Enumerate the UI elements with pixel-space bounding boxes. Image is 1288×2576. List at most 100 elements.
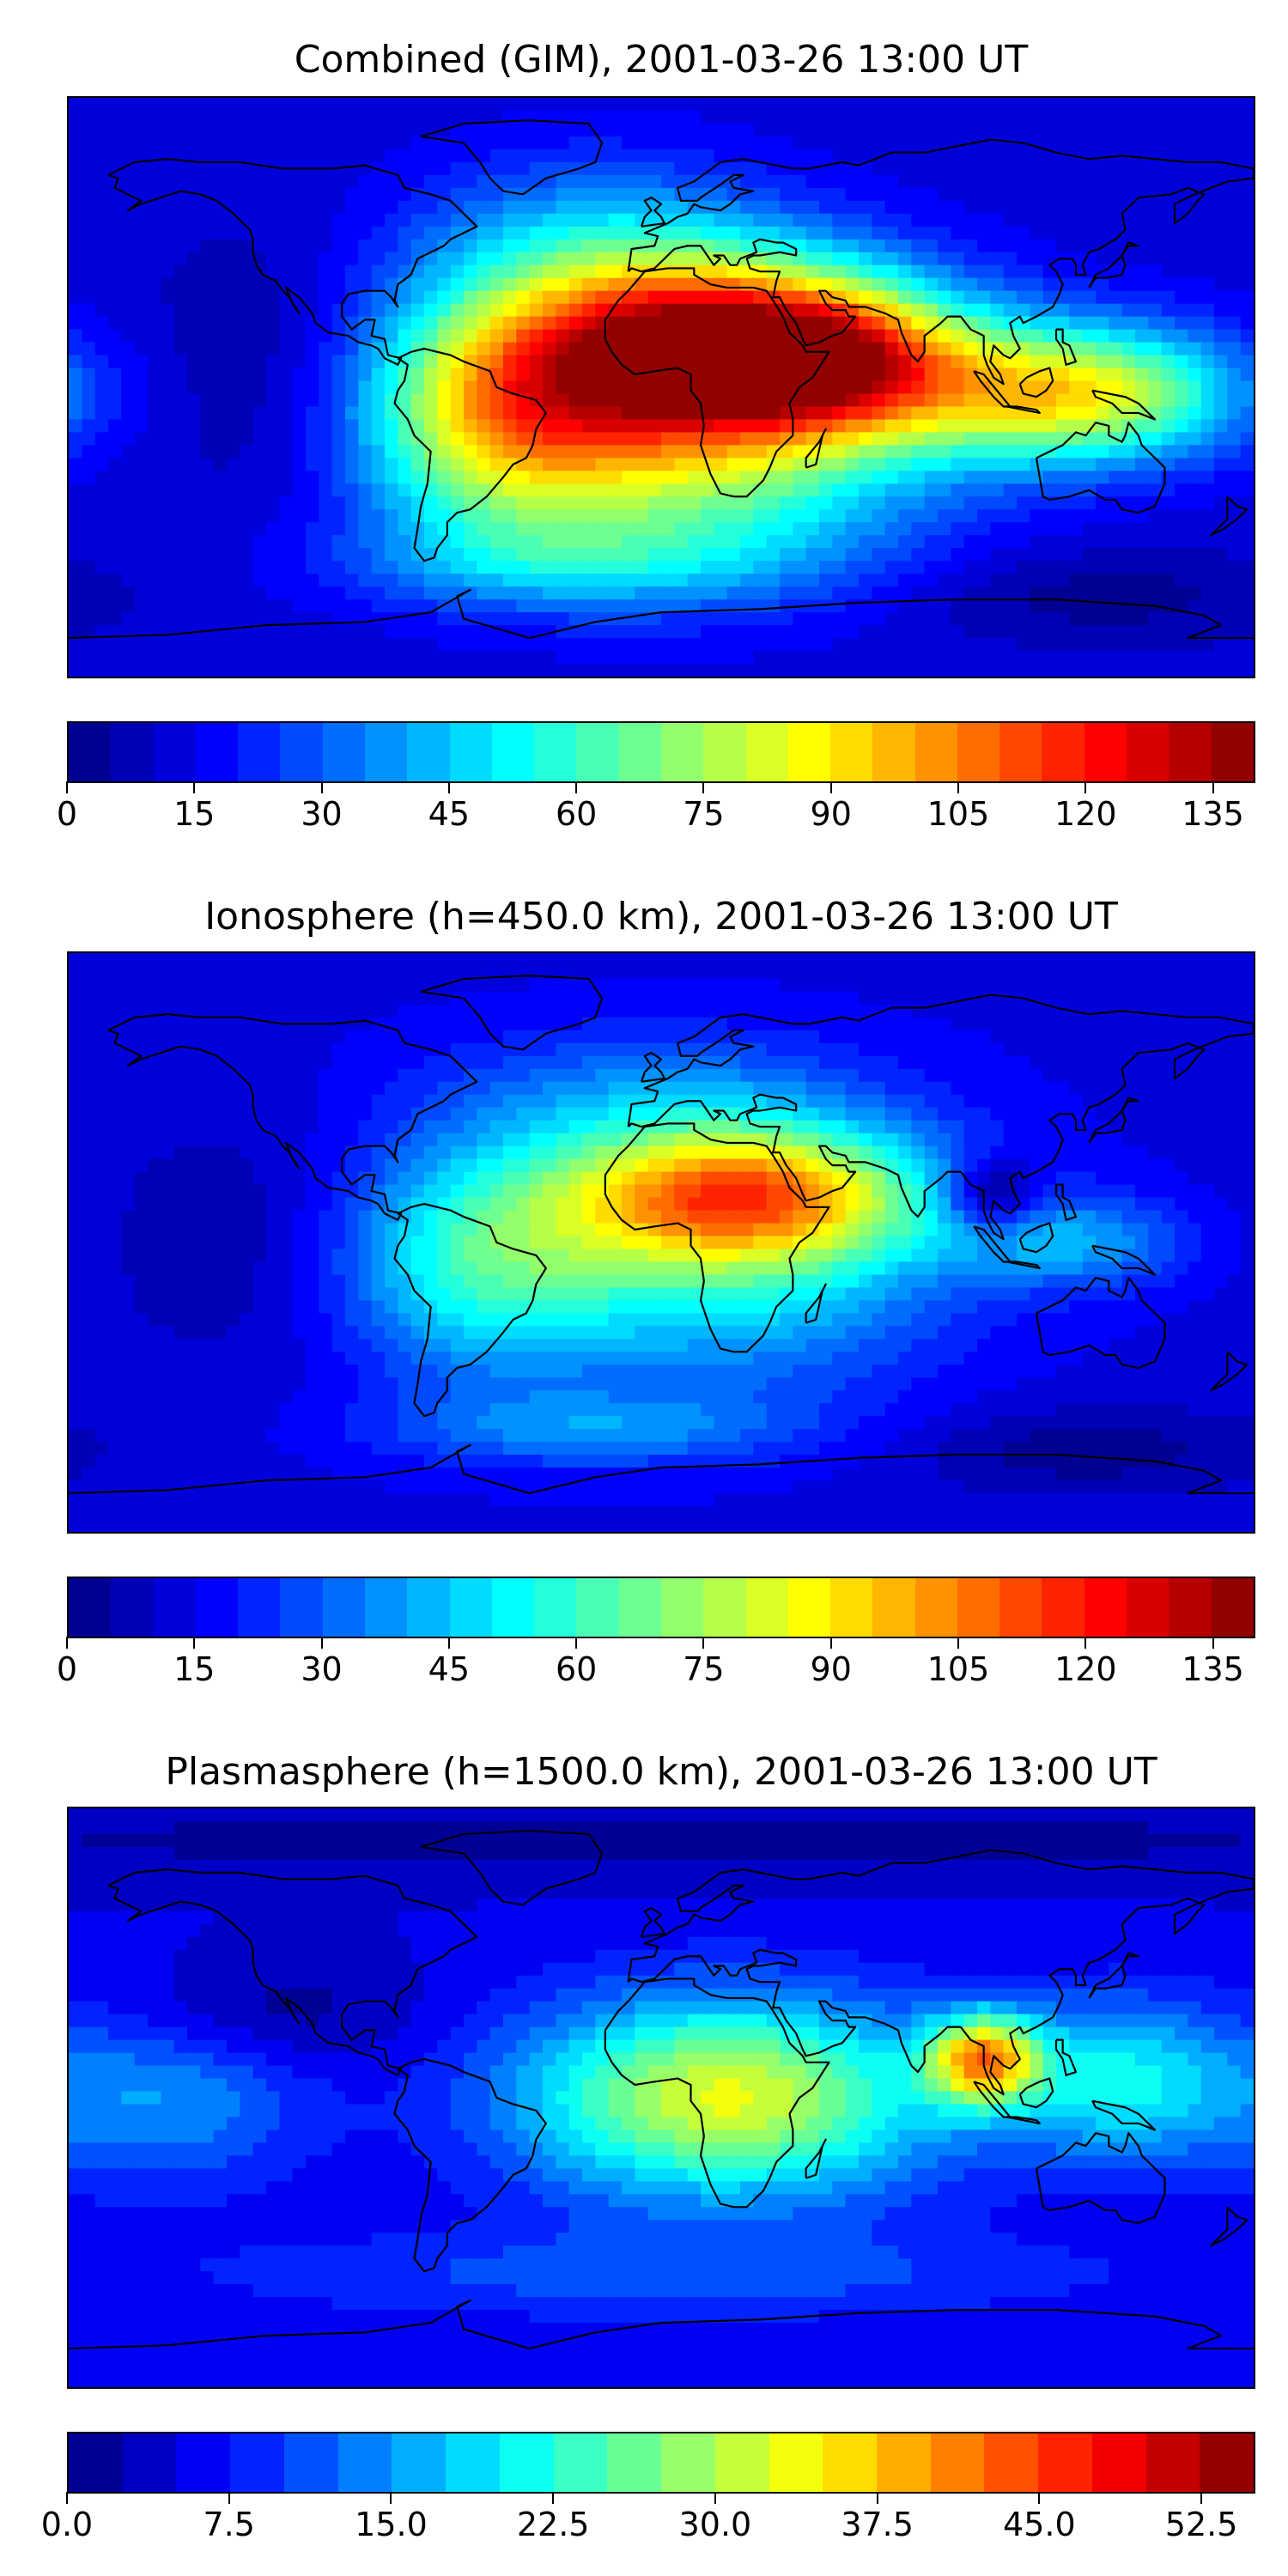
heatmap-cell xyxy=(726,483,742,498)
heatmap-cell xyxy=(306,149,320,164)
heatmap-cell xyxy=(1240,368,1254,382)
heatmap-cell xyxy=(859,123,873,138)
heatmap-cell xyxy=(647,303,663,318)
heatmap-cell xyxy=(1188,535,1202,550)
heatmap-cell xyxy=(661,1017,676,1031)
heatmap-cell xyxy=(331,226,347,240)
heatmap-cell xyxy=(595,953,610,968)
heatmap-cell xyxy=(134,187,149,202)
heatmap-cell xyxy=(292,535,307,550)
heatmap-cell xyxy=(687,548,702,562)
heatmap-cell xyxy=(753,136,768,151)
heatmap-cell xyxy=(292,586,307,601)
heatmap-cell xyxy=(489,226,505,240)
heatmap-cell xyxy=(924,664,939,677)
heatmap-cell xyxy=(358,1042,373,1057)
heatmap-cell xyxy=(582,432,597,447)
heatmap-cell xyxy=(529,342,544,356)
heatmap-cell xyxy=(582,136,597,151)
heatmap-cell xyxy=(726,200,742,215)
heatmap-cell xyxy=(410,277,426,292)
heatmap-cell xyxy=(173,458,189,472)
heatmap-cell xyxy=(187,406,202,421)
heatmap-cell xyxy=(345,1004,360,1019)
heatmap-cell xyxy=(240,612,254,627)
heatmap-cell xyxy=(306,329,320,343)
heatmap-cell xyxy=(424,509,439,524)
heatmap-cell xyxy=(977,213,992,228)
heatmap-cell xyxy=(227,599,241,614)
heatmap-cell xyxy=(938,406,952,421)
heatmap-cell xyxy=(345,965,360,981)
heatmap-cell xyxy=(740,638,755,653)
heatmap-cell xyxy=(740,561,755,575)
heatmap-cell xyxy=(635,625,649,640)
heatmap-cell xyxy=(622,445,636,459)
heatmap-cell xyxy=(924,303,939,318)
heatmap-cell xyxy=(516,599,531,614)
heatmap-cell xyxy=(437,393,452,408)
heatmap-cell xyxy=(1069,406,1084,421)
heatmap-cell xyxy=(924,965,939,981)
heatmap-cell xyxy=(94,368,110,382)
heatmap-cell xyxy=(595,1030,610,1044)
heatmap-cell xyxy=(306,664,320,677)
heatmap-cell xyxy=(1096,1017,1110,1031)
heatmap-cell xyxy=(108,509,123,524)
heatmap-cell xyxy=(1175,471,1189,485)
heatmap-cell xyxy=(240,625,254,640)
heatmap-cell xyxy=(924,316,939,331)
heatmap-cell xyxy=(701,574,715,588)
heatmap-cell xyxy=(1109,561,1123,575)
heatmap-cell xyxy=(1161,342,1176,356)
heatmap-cell xyxy=(410,965,426,981)
heatmap-cell xyxy=(924,991,939,1006)
heatmap-cell xyxy=(674,561,689,575)
heatmap-cell xyxy=(1227,239,1242,253)
heatmap-cell xyxy=(371,458,386,472)
heatmap-cell xyxy=(608,953,623,968)
heatmap-cell xyxy=(331,149,347,164)
heatmap-cell xyxy=(240,651,254,665)
heatmap-cell xyxy=(121,329,136,343)
heatmap-cell xyxy=(489,1030,505,1044)
heatmap-cell xyxy=(1161,329,1176,343)
heatmap-cell xyxy=(1056,226,1071,240)
heatmap-cell xyxy=(516,574,531,588)
heatmap-cell xyxy=(187,187,202,202)
heatmap-cell xyxy=(398,290,412,305)
heatmap-cell xyxy=(990,638,1005,653)
heatmap-cell xyxy=(1240,277,1254,292)
heatmap-cell xyxy=(911,638,926,653)
heatmap-cell xyxy=(266,161,281,176)
heatmap-cell xyxy=(437,458,452,472)
heatmap-cell xyxy=(424,213,439,228)
heatmap-cell xyxy=(766,574,781,588)
heatmap-cell xyxy=(1042,1004,1058,1019)
heatmap-cell xyxy=(726,213,742,228)
heatmap-cell xyxy=(292,1055,307,1070)
heatmap-cell xyxy=(872,264,886,279)
heatmap-cell xyxy=(687,432,702,447)
heatmap-cell xyxy=(701,380,715,395)
heatmap-cell xyxy=(437,98,452,112)
heatmap-cell xyxy=(1056,200,1071,215)
heatmap-cell xyxy=(661,432,676,447)
heatmap-cell xyxy=(793,1030,807,1044)
heatmap-cell xyxy=(410,1055,426,1070)
heatmap-cell xyxy=(450,393,465,408)
heatmap-cell xyxy=(938,1004,952,1019)
heatmap-cell xyxy=(424,380,439,395)
heatmap-cell xyxy=(240,1004,254,1019)
heatmap-cell xyxy=(319,187,333,202)
heatmap-cell xyxy=(556,303,570,318)
heatmap-cell xyxy=(227,1042,241,1057)
heatmap-cell xyxy=(622,277,636,292)
heatmap-cell xyxy=(556,187,570,202)
colorbar-tick-label: 135 xyxy=(1182,795,1244,833)
heatmap-cell xyxy=(121,574,136,588)
heatmap-cell xyxy=(805,496,821,511)
heatmap-cell xyxy=(647,458,663,472)
heatmap-cell xyxy=(1096,574,1110,588)
heatmap-cell xyxy=(872,174,886,189)
